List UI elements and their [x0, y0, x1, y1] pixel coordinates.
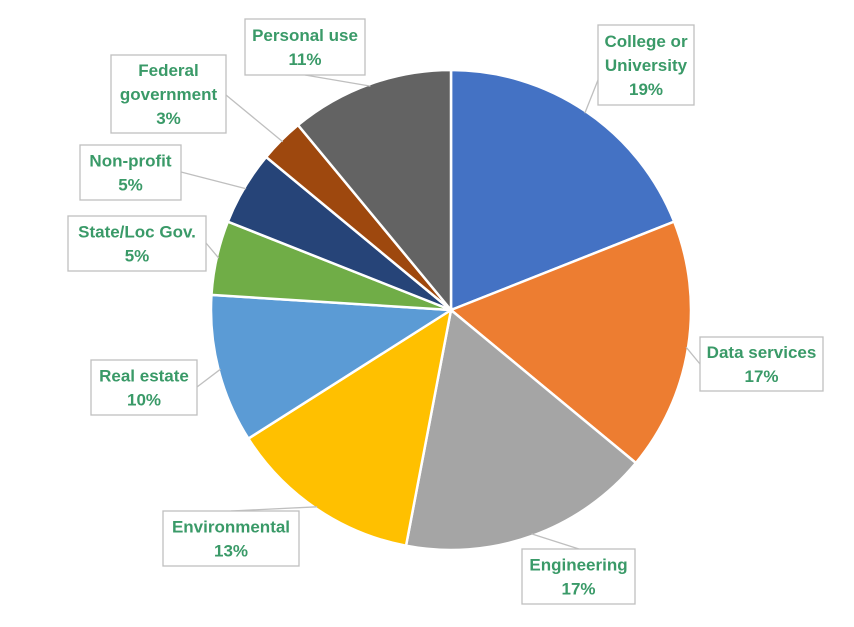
- data-label-engineering: Engineering 17%: [521, 548, 636, 605]
- label-box: [110, 54, 227, 134]
- label-percent: 5%: [118, 176, 143, 195]
- label-box: [699, 336, 824, 392]
- label-box: [67, 215, 207, 272]
- label-box: [79, 144, 182, 201]
- data-label-state-loc-gov-: State/Loc Gov. 5%: [67, 215, 207, 272]
- pie-slice-engineering: [404, 307, 638, 552]
- label-percent: 19%: [629, 80, 663, 99]
- label-category: Real estate: [99, 367, 189, 386]
- label-category: College or: [604, 32, 688, 51]
- label-box: [90, 359, 198, 416]
- leader-line: [205, 242, 220, 259]
- label-percent: 17%: [561, 580, 595, 599]
- leader-line: [685, 346, 701, 365]
- leader-line: [304, 74, 371, 87]
- label-category: government: [120, 85, 218, 104]
- data-label-college-or-university: College or University 19%: [597, 24, 695, 106]
- pie-slices: [209, 68, 693, 552]
- pie-slice-real-estate: [209, 293, 455, 441]
- label-percent: 13%: [214, 542, 248, 561]
- label-percent: 17%: [744, 367, 778, 386]
- leader-line: [196, 368, 221, 388]
- data-label-real-estate: Real estate 10%: [90, 359, 198, 416]
- label-leader-lines: [180, 74, 701, 550]
- pie-slice-personal-use: [296, 68, 453, 314]
- label-box: [597, 24, 695, 106]
- label-box: [244, 18, 366, 76]
- label-percent: 5%: [125, 247, 150, 266]
- data-label-federal-government: Federal government 3%: [110, 54, 227, 134]
- label-box: [521, 548, 636, 605]
- leader-line: [230, 506, 318, 512]
- label-category: Data services: [707, 343, 817, 362]
- data-label-personal-use: Personal use 11%: [244, 18, 366, 76]
- pie-slice-data-services: [448, 220, 693, 465]
- label-category: Non-profit: [89, 152, 171, 171]
- data-label-environmental: Environmental 13%: [162, 510, 300, 567]
- label-percent: 10%: [127, 391, 161, 410]
- label-category: Environmental: [172, 518, 290, 537]
- label-percent: 11%: [288, 50, 321, 69]
- label-percent: 3%: [156, 109, 181, 128]
- leader-line: [584, 79, 599, 114]
- label-category: Engineering: [529, 556, 627, 575]
- pie-slice-environmental: [246, 307, 453, 548]
- data-label-data-services: Data services 17%: [699, 336, 824, 392]
- leader-line: [225, 94, 284, 143]
- label-category: Personal use: [252, 26, 358, 45]
- label-box: [162, 510, 300, 567]
- data-label-non-profit: Non-profit 5%: [79, 144, 182, 201]
- label-category: State/Loc Gov.: [78, 223, 196, 242]
- leader-line: [180, 171, 247, 190]
- label-category: Federal: [138, 61, 198, 80]
- label-category: University: [605, 56, 688, 75]
- leader-line: [531, 533, 580, 550]
